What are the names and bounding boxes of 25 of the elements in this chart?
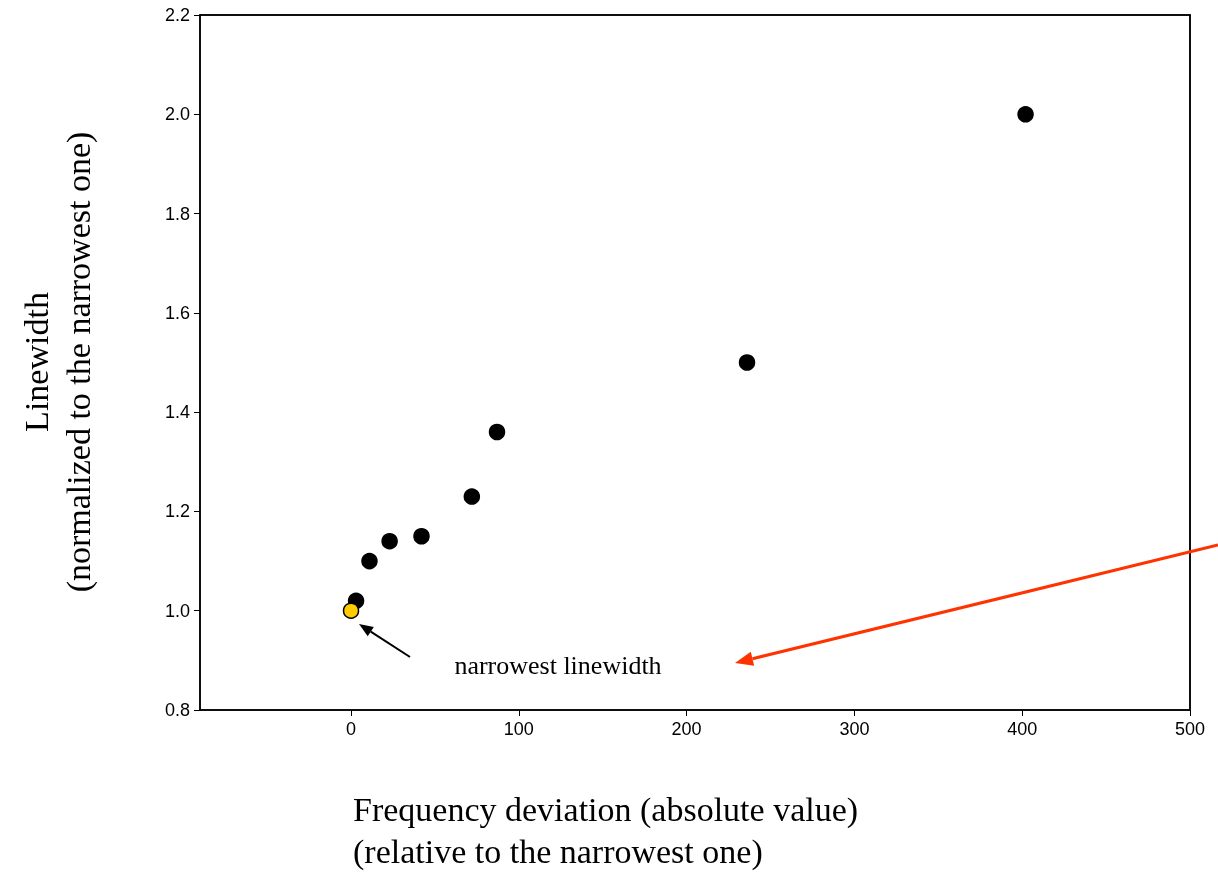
point [488,423,506,441]
x-tick-label: 0 [346,719,357,739]
y-tick-label: 1.6 [164,302,190,323]
x-tick-label: 200 [671,719,702,739]
point [463,488,481,505]
annotation: narrowest linewidth [454,651,662,680]
y-tick-label: 2.2 [164,5,190,25]
point [1017,106,1034,123]
point [381,532,398,550]
y-tick-label: 0.8 [164,700,190,720]
y-tick-label: 1.0 [164,600,190,621]
y-tick-label: 1.8 [164,203,190,224]
y-tick-label: 2.0 [164,104,190,125]
x-tick-label: 300 [839,719,870,739]
x-tick-label: 100 [503,719,534,739]
point [738,354,756,371]
y-tick-label: 1.4 [164,402,190,423]
y-axis-title: Linewidth (normalized to the narrowest one) [17,131,98,593]
point [413,528,430,545]
x-axis-title: Frequency deviation (absolute value) (relative to the narrowest one) [353,790,859,871]
y-tick-label: 1.2 [164,501,190,522]
point [361,552,378,570]
point [342,602,360,619]
x-tick-label: 500 [1174,719,1206,739]
x-tick-label: 400 [1007,719,1038,739]
